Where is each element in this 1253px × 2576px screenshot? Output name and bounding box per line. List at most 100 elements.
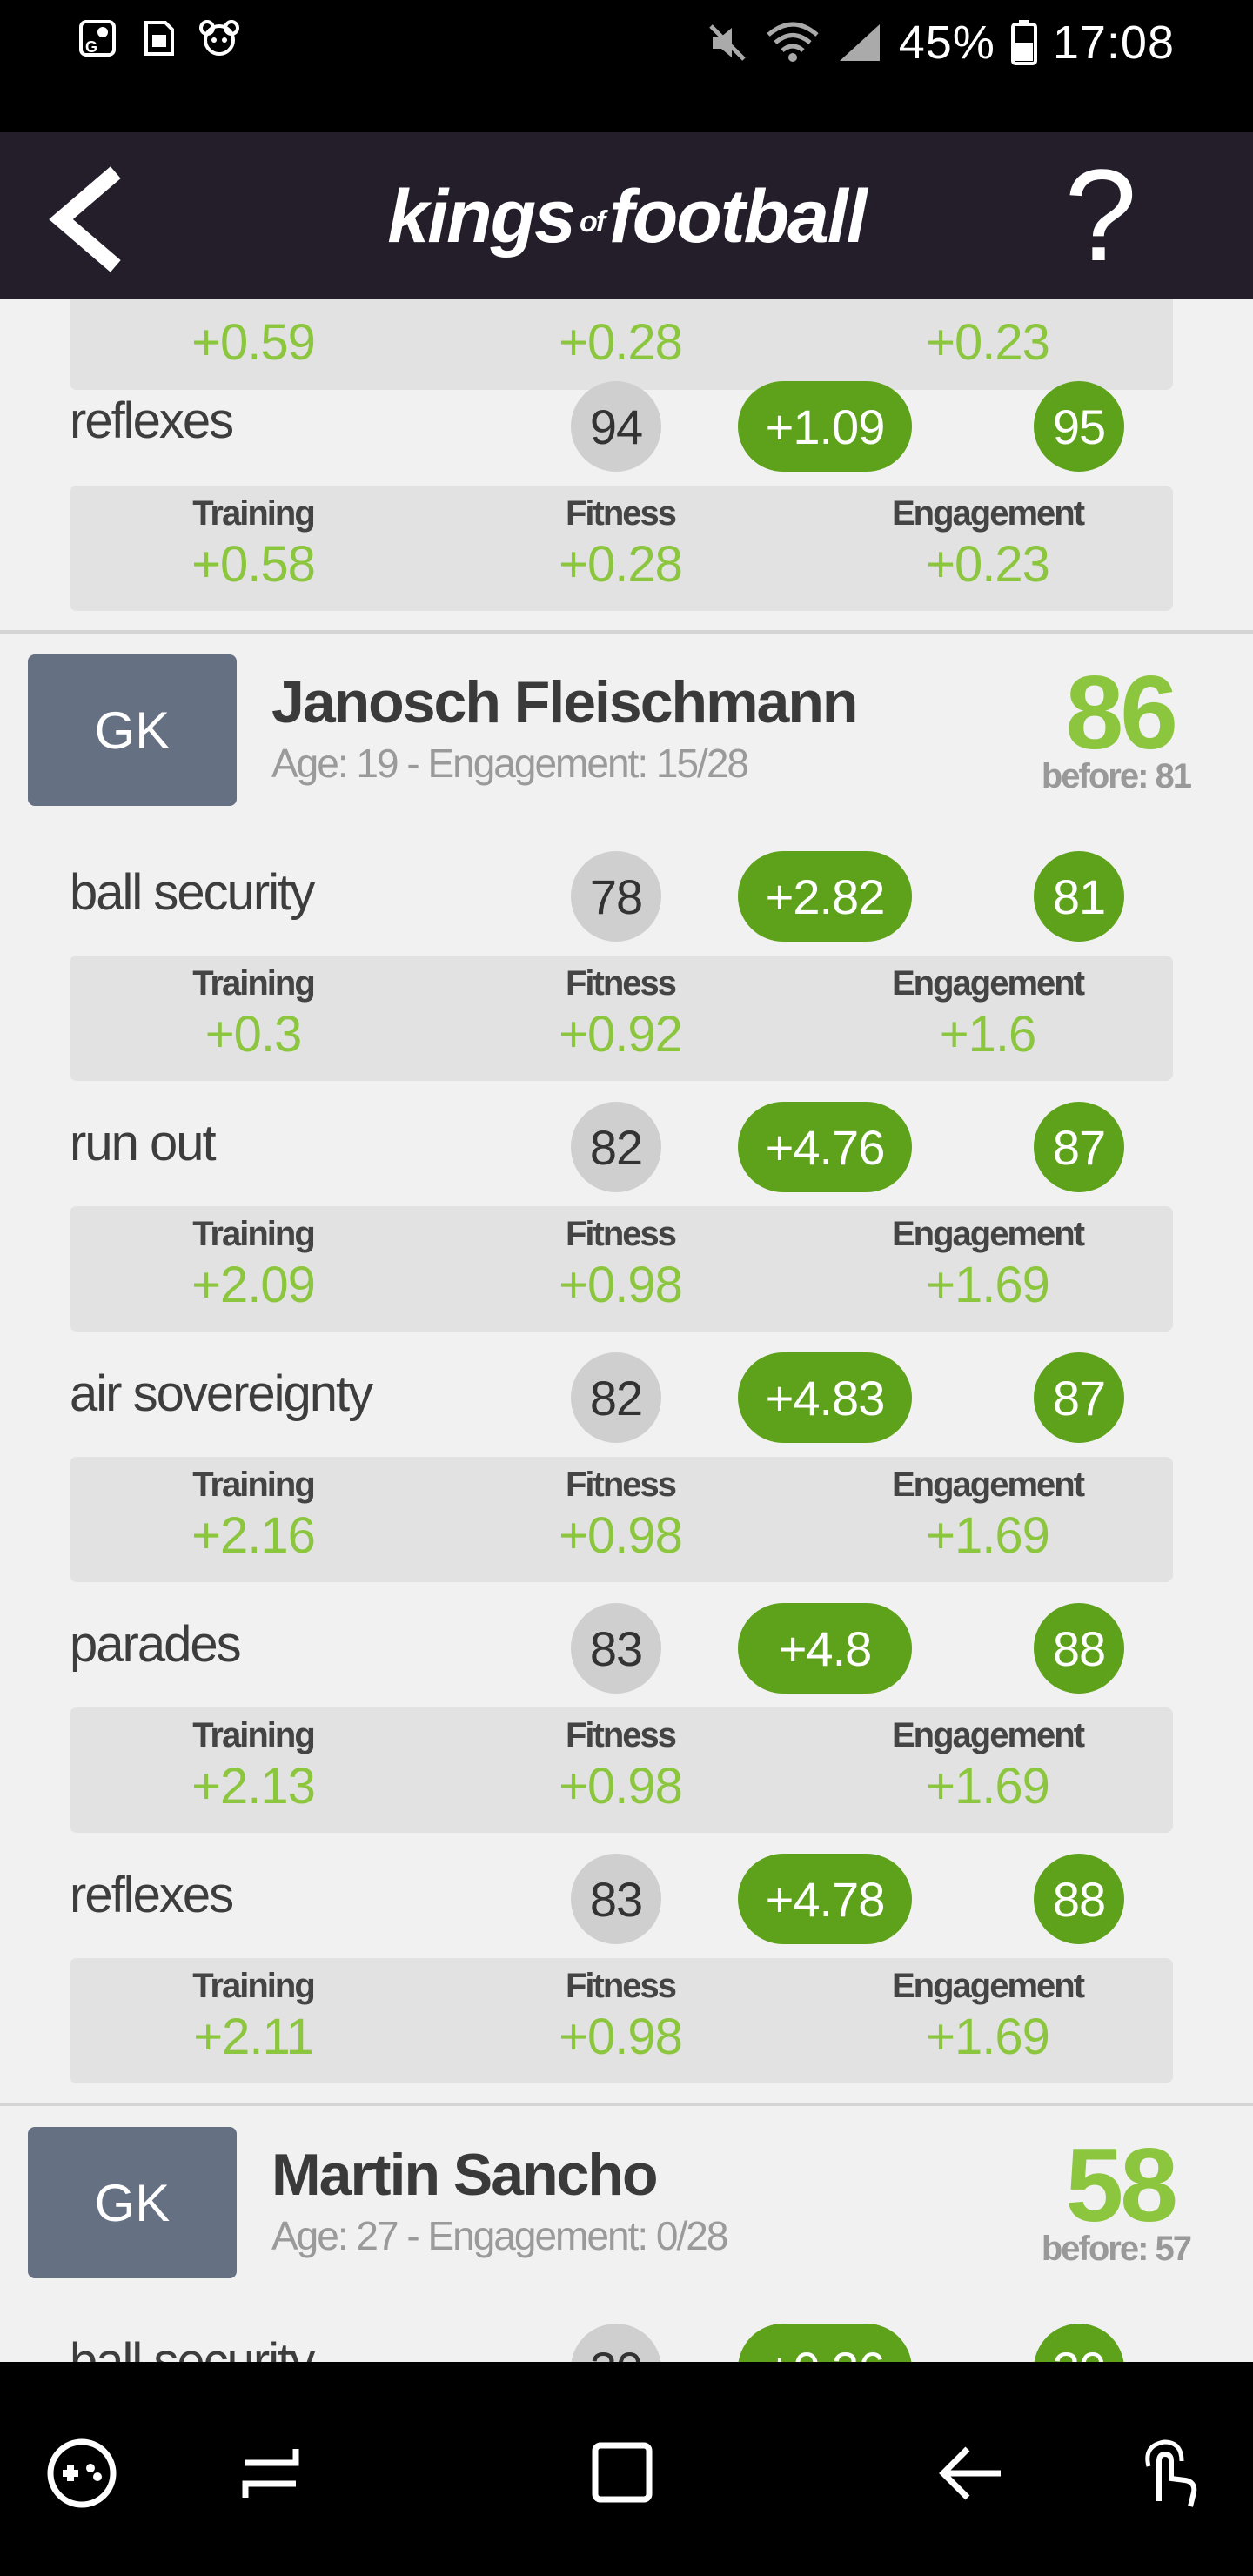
breakdown-title: Engagement: [891, 1716, 1085, 1754]
breakdown-title: Fitness: [565, 494, 677, 533]
skill-delta-value: +4.76: [738, 1102, 912, 1192]
breakdown-title: Engagement: [891, 1967, 1085, 2005]
breakdown-title: Fitness: [565, 1466, 677, 1504]
breakdown-box: Training +2.16 Fitness +0.98 Engagement +1.…: [70, 1457, 1173, 1582]
skill-base-value: 30: [571, 2324, 661, 2362]
system-nav-bar: [0, 2362, 1253, 2576]
logo-of: of: [580, 205, 606, 238]
breakdown-box: Training +2.11 Fitness +0.98 Engagement +1.…: [70, 1958, 1173, 2083]
back-button[interactable]: [42, 158, 164, 280]
skill-delta-value: +2.82: [738, 851, 912, 942]
help-button[interactable]: ?: [1064, 142, 1137, 288]
touch-icon[interactable]: [1124, 2430, 1211, 2517]
breakdown-title: Fitness: [565, 1215, 677, 1253]
home-icon[interactable]: [578, 2430, 665, 2517]
position-badge: GK: [28, 654, 237, 806]
breakdown-title: Fitness: [565, 1716, 677, 1754]
breakdown-title: Training: [192, 494, 316, 533]
breakdown-value: +2.16: [191, 1507, 316, 1564]
breakdown-title: Training: [192, 1967, 316, 2005]
breakdown-value: +0.3: [204, 1006, 303, 1063]
breakdown-box: Training +0.3 Fitness +0.92 Engagement +1.6: [70, 956, 1173, 1081]
breakdown-title: Training: [192, 964, 316, 1003]
breakdown-box: Training +2.09 Fitness +0.98 Engagement +1.…: [70, 1206, 1173, 1332]
skill-result-value: 87: [1034, 1352, 1124, 1443]
skill-base-value: 78: [571, 851, 661, 942]
breakdown-value: +1.6: [939, 1006, 1037, 1063]
skill-result-value: 81: [1034, 851, 1124, 942]
skill-delta-value: +1.09: [738, 381, 912, 472]
skill-label: air sovereignty: [70, 1365, 373, 1422]
breakdown-value: +1.69: [926, 1507, 1050, 1564]
breakdown-box: Training +2.13 Fitness +0.98 Engagement +1.…: [70, 1707, 1173, 1833]
player-name[interactable]: Janosch Fleischmann: [271, 669, 858, 735]
breakdown-value: +0.92: [559, 1006, 683, 1063]
position-badge: GK: [28, 2127, 237, 2278]
breakdown-value: +2.13: [191, 1758, 316, 1815]
breakdown-value: +0.98: [559, 1257, 683, 1313]
breakdown-title: Engagement: [891, 494, 1085, 533]
breakdown-title: Fitness: [565, 1967, 677, 2005]
breakdown-value: +2.09: [191, 1257, 316, 1313]
breakdown-title: Training: [192, 1716, 316, 1754]
player-subtitle: Age: 19 - Engagement: 15/28: [271, 741, 749, 786]
status-right: 45% 17:08: [706, 16, 1175, 70]
skill-base-value: 94: [571, 381, 661, 472]
player-name[interactable]: Martin Sancho: [271, 2142, 658, 2208]
skill-result-value: 87: [1034, 1102, 1124, 1192]
skill-label: reflexes: [70, 1867, 234, 1923]
player-progress-list[interactable]: +0.59 +0.28 +0.23 reflexes 94 +1.09 95 T…: [0, 299, 1253, 2362]
skill-delta-value: +4.8: [738, 1603, 912, 1694]
skill-result-value: 95: [1034, 381, 1124, 472]
player-subtitle: Age: 27 - Engagement: 0/28: [271, 2213, 728, 2258]
wifi-icon: [767, 22, 819, 62]
signal-icon: [839, 24, 880, 61]
player-rating: 86: [1065, 654, 1178, 771]
breakdown-value: +1.69: [926, 1758, 1050, 1815]
logo-football: football: [609, 175, 867, 258]
recent-apps-icon[interactable]: [228, 2430, 315, 2517]
skill-result-value: 30: [1034, 2324, 1124, 2362]
skill-label: reflexes: [70, 392, 234, 449]
breakdown-value: +2.11: [193, 2009, 313, 2065]
breakdown-title: Engagement: [891, 964, 1085, 1003]
skill-label: run out: [70, 1115, 217, 1171]
sim-icon: [137, 17, 179, 59]
app-logo: kings offootball: [0, 174, 1253, 260]
skill-label: ball security: [70, 2333, 315, 2362]
breakdown-box: Training +0.58 Fitness +0.28 Engagement +0.…: [70, 486, 1173, 611]
breakdown-value: +0.28: [559, 314, 683, 371]
skill-delta-value: +0.36: [738, 2324, 912, 2362]
player-rating: 58: [1065, 2127, 1178, 2244]
breakdown-title: Training: [192, 1215, 316, 1253]
breakdown-title: Engagement: [891, 1215, 1085, 1253]
game-icon: [198, 17, 240, 59]
svg-text:G: G: [85, 38, 97, 56]
breakdown-title: Fitness: [565, 964, 677, 1003]
game-tools-icon[interactable]: [38, 2430, 125, 2517]
skill-delta-value: +4.83: [738, 1352, 912, 1443]
battery-icon: [1010, 20, 1037, 65]
skill-result-value: 88: [1034, 1854, 1124, 1944]
logo-kings: kings: [387, 175, 576, 258]
breakdown-title: Engagement: [891, 1466, 1085, 1504]
breakdown-value: +0.59: [191, 314, 316, 371]
mute-icon: [708, 24, 746, 61]
battery-percent: 45%: [898, 17, 995, 69]
status-left-icons: G: [77, 17, 240, 59]
breakdown-value: +0.28: [559, 536, 683, 593]
back-icon[interactable]: [928, 2430, 1015, 2517]
divider: [0, 2103, 1253, 2106]
breakdown-value: +0.23: [926, 314, 1050, 371]
skill-base-value: 82: [571, 1102, 661, 1192]
skill-base-value: 83: [571, 1603, 661, 1694]
breakdown-value: +0.98: [559, 1507, 683, 1564]
breakdown-title: Training: [192, 1466, 316, 1504]
skill-base-value: 83: [571, 1854, 661, 1944]
skill-delta-value: +4.78: [738, 1854, 912, 1944]
status-bar: G 45% 17:08: [0, 0, 1253, 132]
clock: 17:08: [1052, 17, 1175, 69]
chevron-left-icon: [49, 166, 121, 272]
divider: [0, 630, 1253, 634]
breakdown-value: +1.69: [926, 1257, 1050, 1313]
